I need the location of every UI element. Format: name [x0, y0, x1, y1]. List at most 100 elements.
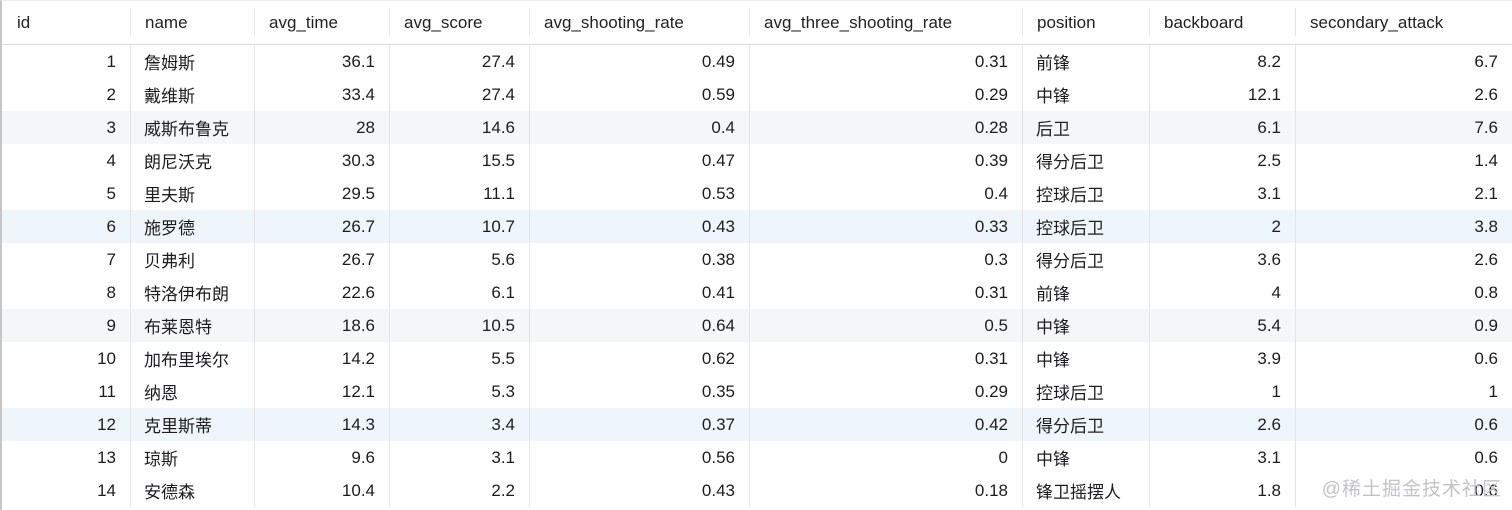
cell-backboard[interactable]: 3.1 [1149, 177, 1295, 210]
cell-avg_score[interactable]: 3.4 [389, 408, 529, 441]
cell-avg_score[interactable]: 27.4 [389, 45, 529, 78]
cell-position[interactable]: 得分后卫 [1022, 408, 1149, 441]
cell-avg_time[interactable]: 22.6 [254, 276, 389, 309]
cell-secondary_attack[interactable]: 2.6 [1295, 78, 1512, 111]
cell-avg_score[interactable]: 10.5 [389, 309, 529, 342]
cell-backboard[interactable]: 8.2 [1149, 45, 1295, 78]
cell-avg_score[interactable]: 14.6 [389, 111, 529, 144]
cell-avg_three_shooting_rate[interactable]: 0.29 [749, 78, 1022, 111]
cell-avg_three_shooting_rate[interactable]: 0 [749, 441, 1022, 474]
cell-id[interactable]: 4 [2, 144, 130, 177]
cell-name[interactable]: 布莱恩特 [130, 309, 254, 342]
cell-secondary_attack[interactable]: 0.9 [1295, 309, 1512, 342]
cell-name[interactable]: 琼斯 [130, 441, 254, 474]
cell-secondary_attack[interactable]: 1 [1295, 375, 1512, 408]
cell-avg_score[interactable]: 5.6 [389, 243, 529, 276]
cell-avg_three_shooting_rate[interactable]: 0.4 [749, 177, 1022, 210]
column-header-avg-three-shooting-rate[interactable]: avg_three_shooting_rate [749, 1, 1022, 45]
cell-id[interactable]: 5 [2, 177, 130, 210]
column-header-id[interactable]: id [2, 1, 130, 45]
cell-backboard[interactable]: 12.1 [1149, 78, 1295, 111]
cell-position[interactable]: 中锋 [1022, 342, 1149, 375]
cell-avg_time[interactable]: 29.5 [254, 177, 389, 210]
cell-backboard[interactable]: 5.4 [1149, 309, 1295, 342]
cell-avg_score[interactable]: 11.1 [389, 177, 529, 210]
column-header-name[interactable]: name [130, 1, 254, 45]
cell-avg_three_shooting_rate[interactable]: 0.31 [749, 342, 1022, 375]
table-row[interactable]: 9 布莱恩特 18.6 10.5 0.64 0.5 中锋 5.4 0.9 [2, 309, 1512, 342]
cell-avg_time[interactable]: 26.7 [254, 210, 389, 243]
cell-backboard[interactable]: 6.1 [1149, 111, 1295, 144]
cell-avg_three_shooting_rate[interactable]: 0.18 [749, 474, 1022, 507]
cell-avg_shooting_rate[interactable]: 0.62 [529, 342, 749, 375]
cell-avg_three_shooting_rate[interactable]: 0.5 [749, 309, 1022, 342]
table-row[interactable]: 2 戴维斯 33.4 27.4 0.59 0.29 中锋 12.1 2.6 [2, 78, 1512, 111]
cell-position[interactable]: 锋卫摇摆人 [1022, 474, 1149, 507]
cell-avg_time[interactable]: 14.3 [254, 408, 389, 441]
cell-avg_shooting_rate[interactable]: 0.53 [529, 177, 749, 210]
cell-id[interactable]: 3 [2, 111, 130, 144]
cell-id[interactable]: 8 [2, 276, 130, 309]
cell-name[interactable]: 纳恩 [130, 375, 254, 408]
cell-secondary_attack[interactable]: 0.8 [1295, 276, 1512, 309]
cell-backboard[interactable]: 1.8 [1149, 474, 1295, 507]
cell-name[interactable]: 克里斯蒂 [130, 408, 254, 441]
cell-id[interactable]: 1 [2, 45, 130, 78]
table-row[interactable]: 7 贝弗利 26.7 5.6 0.38 0.3 得分后卫 3.6 2.6 [2, 243, 1512, 276]
column-header-backboard[interactable]: backboard [1149, 1, 1295, 45]
cell-avg_time[interactable]: 12.1 [254, 375, 389, 408]
cell-avg_score[interactable]: 3.1 [389, 441, 529, 474]
cell-position[interactable]: 得分后卫 [1022, 243, 1149, 276]
cell-position[interactable]: 得分后卫 [1022, 144, 1149, 177]
cell-backboard[interactable]: 2.5 [1149, 144, 1295, 177]
cell-avg_score[interactable]: 27.4 [389, 78, 529, 111]
table-row[interactable]: 13 琼斯 9.6 3.1 0.56 0 中锋 3.1 0.6 [2, 441, 1512, 474]
cell-avg_score[interactable]: 2.2 [389, 474, 529, 507]
cell-position[interactable]: 前锋 [1022, 45, 1149, 78]
table-row[interactable]: 14 安德森 10.4 2.2 0.43 0.18 锋卫摇摆人 1.8 0.6 [2, 474, 1512, 507]
cell-id[interactable]: 11 [2, 375, 130, 408]
cell-secondary_attack[interactable]: 7.6 [1295, 111, 1512, 144]
column-header-position[interactable]: position [1022, 1, 1149, 45]
cell-backboard[interactable]: 4 [1149, 276, 1295, 309]
cell-backboard[interactable]: 3.1 [1149, 441, 1295, 474]
cell-avg_shooting_rate[interactable]: 0.38 [529, 243, 749, 276]
cell-backboard[interactable]: 2 [1149, 210, 1295, 243]
cell-secondary_attack[interactable]: 6.7 [1295, 45, 1512, 78]
cell-id[interactable]: 13 [2, 441, 130, 474]
cell-avg_time[interactable]: 28 [254, 111, 389, 144]
cell-avg_time[interactable]: 9.6 [254, 441, 389, 474]
cell-id[interactable]: 10 [2, 342, 130, 375]
cell-avg_three_shooting_rate[interactable]: 0.31 [749, 45, 1022, 78]
cell-avg_time[interactable]: 14.2 [254, 342, 389, 375]
cell-position[interactable]: 中锋 [1022, 309, 1149, 342]
cell-avg_time[interactable]: 30.3 [254, 144, 389, 177]
cell-name[interactable]: 戴维斯 [130, 78, 254, 111]
cell-name[interactable]: 安德森 [130, 474, 254, 507]
column-header-avg-shooting-rate[interactable]: avg_shooting_rate [529, 1, 749, 45]
cell-secondary_attack[interactable]: 0.6 [1295, 441, 1512, 474]
cell-avg_shooting_rate[interactable]: 0.41 [529, 276, 749, 309]
table-row[interactable]: 3 威斯布鲁克 28 14.6 0.4 0.28 后卫 6.1 7.6 [2, 111, 1512, 144]
cell-avg_three_shooting_rate[interactable]: 0.31 [749, 276, 1022, 309]
table-row[interactable]: 12 克里斯蒂 14.3 3.4 0.37 0.42 得分后卫 2.6 0.6 [2, 408, 1512, 441]
cell-id[interactable]: 6 [2, 210, 130, 243]
cell-avg_time[interactable]: 26.7 [254, 243, 389, 276]
cell-avg_time[interactable]: 18.6 [254, 309, 389, 342]
cell-secondary_attack[interactable]: 0.6 [1295, 408, 1512, 441]
cell-avg_time[interactable]: 10.4 [254, 474, 389, 507]
cell-backboard[interactable]: 1 [1149, 375, 1295, 408]
cell-position[interactable]: 中锋 [1022, 78, 1149, 111]
cell-avg_shooting_rate[interactable]: 0.35 [529, 375, 749, 408]
cell-backboard[interactable]: 3.9 [1149, 342, 1295, 375]
cell-position[interactable]: 控球后卫 [1022, 375, 1149, 408]
cell-position[interactable]: 前锋 [1022, 276, 1149, 309]
table-row[interactable]: 6 施罗德 26.7 10.7 0.43 0.33 控球后卫 2 3.8 [2, 210, 1512, 243]
cell-avg_score[interactable]: 5.5 [389, 342, 529, 375]
cell-secondary_attack[interactable]: 0.6 [1295, 474, 1512, 507]
cell-avg_three_shooting_rate[interactable]: 0.39 [749, 144, 1022, 177]
cell-avg_three_shooting_rate[interactable]: 0.28 [749, 111, 1022, 144]
table-row[interactable]: 11 纳恩 12.1 5.3 0.35 0.29 控球后卫 1 1 [2, 375, 1512, 408]
column-header-secondary-attack[interactable]: secondary_attack [1295, 1, 1512, 45]
table-row[interactable]: 10 加布里埃尔 14.2 5.5 0.62 0.31 中锋 3.9 0.6 [2, 342, 1512, 375]
